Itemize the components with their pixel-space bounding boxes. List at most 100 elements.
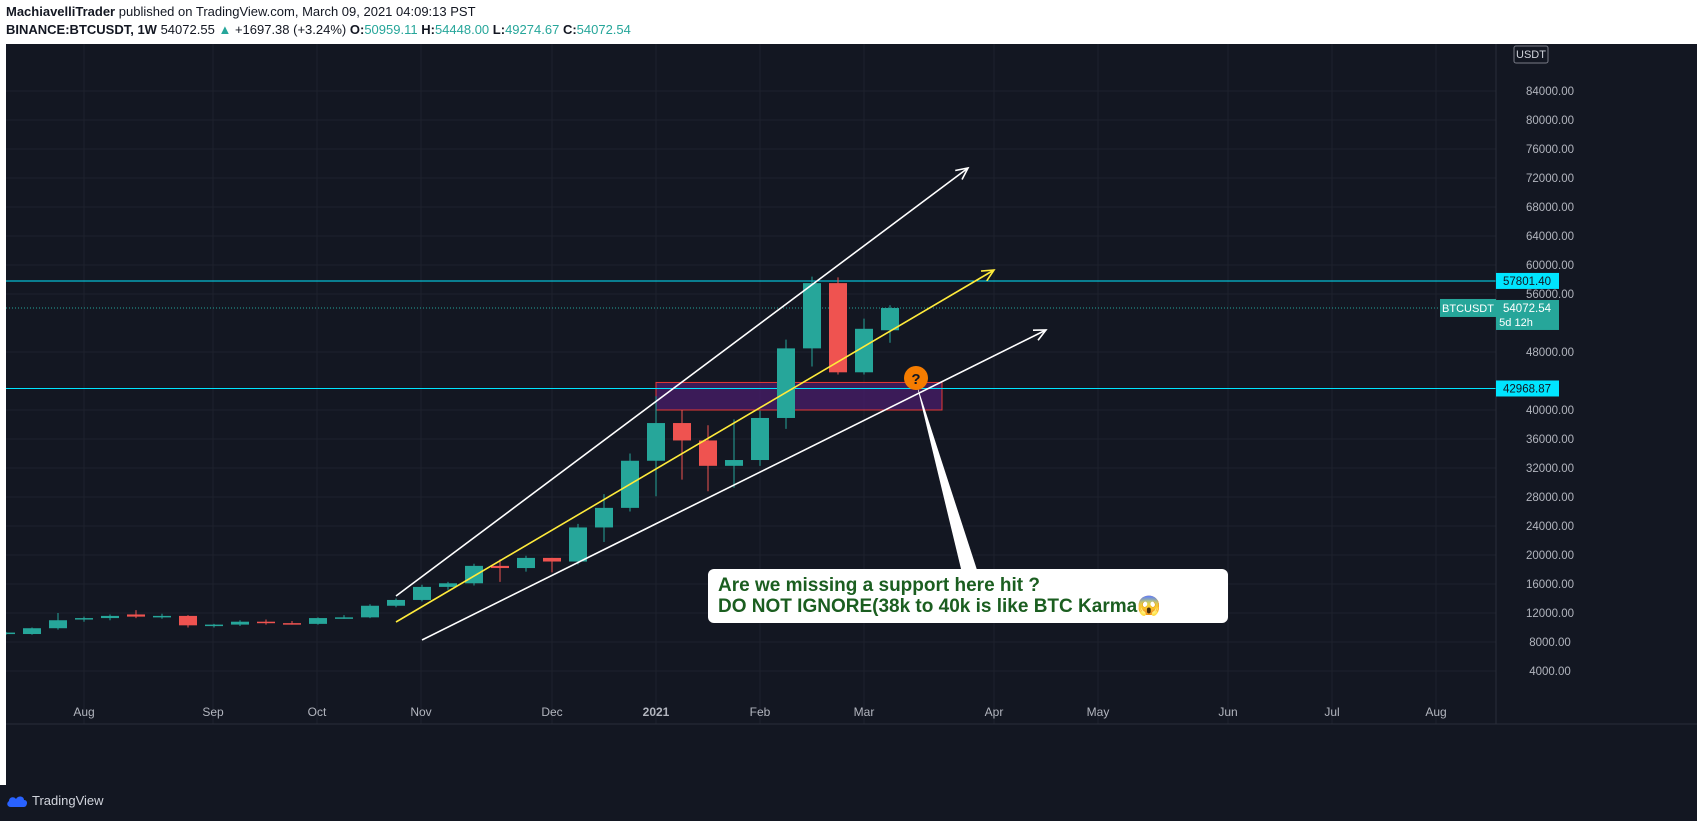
- price-change: +1697.38 (+3.24%): [234, 22, 347, 37]
- callout-box: [708, 569, 1228, 623]
- time-tick-label: Feb: [750, 705, 771, 719]
- price-axis: 84000.00 80000.00 76000.00 72000.00 68000.00…: [1440, 44, 1697, 785]
- lower-channel-line: [421, 329, 1047, 641]
- time-tick-label: Aug: [1425, 705, 1446, 719]
- price-tick-label: 32000.00: [1526, 463, 1574, 475]
- time-tick-label: Sep: [202, 705, 224, 719]
- candle: [413, 584, 431, 602]
- time-tick-label: Oct: [308, 705, 327, 719]
- price-tick-label: 16000.00: [1526, 579, 1574, 591]
- time-tick-label: Nov: [410, 705, 431, 719]
- candle-body: [829, 283, 847, 373]
- price-tick-label: 24000.00: [1526, 521, 1574, 533]
- candle: [829, 277, 847, 375]
- chart-header: MachiavelliTrader published on TradingVi…: [0, 0, 1697, 44]
- candle-body: [127, 614, 145, 617]
- currency-badge: [1513, 45, 1549, 64]
- candle-body: [23, 628, 41, 635]
- candle-body: [179, 615, 197, 626]
- lower-channel-line-head: [1032, 329, 1048, 341]
- trend-lines-layer: [395, 166, 1048, 641]
- candle-body: [777, 348, 795, 418]
- candle: [595, 494, 613, 542]
- close-value: 54072.54: [576, 22, 631, 37]
- candle-body: [101, 615, 119, 619]
- price-axis-bg: [1496, 44, 1697, 785]
- candle-body: [699, 440, 717, 466]
- last-price-badge: [1496, 299, 1559, 330]
- candles-layer: [0, 276, 899, 635]
- callout-layer: Are we missing a support here hit ?DO NO…: [708, 366, 1228, 623]
- candle-body: [309, 618, 327, 624]
- mid-trend-line: [395, 269, 995, 623]
- price-tick-label: 60000.00: [1526, 260, 1574, 272]
- candle-body: [361, 605, 379, 618]
- candle-body: [517, 557, 535, 569]
- time-tick-label: Mar: [854, 705, 875, 719]
- price-level-label: 57801.40: [1503, 276, 1551, 288]
- candle-body: [231, 621, 249, 625]
- candle: [803, 276, 821, 367]
- currency-label: USDT: [1516, 49, 1546, 61]
- candle: [387, 598, 405, 608]
- last-price: 54072.55: [160, 22, 215, 37]
- candle: [0, 631, 15, 635]
- low-label: L:: [492, 22, 506, 37]
- price-tick-label: 20000.00: [1526, 550, 1574, 562]
- candle: [101, 614, 119, 621]
- cloud-icon: [7, 795, 28, 807]
- price-tick-label: 68000.00: [1526, 202, 1574, 214]
- candle-body: [881, 307, 899, 331]
- candle-body: [647, 423, 665, 461]
- candle-body: [387, 599, 405, 606]
- candle: [153, 613, 171, 619]
- price-tick-label: 64000.00: [1526, 231, 1574, 243]
- candle: [621, 453, 639, 512]
- candle: [777, 339, 795, 429]
- support-zone-layer: [655, 381, 943, 411]
- ohlc-line: BINANCE:BTCUSDT, 1W 54072.55 ▲ +1697.38 …: [6, 22, 631, 37]
- up-arrow-icon: ▲: [218, 22, 232, 37]
- candle: [231, 620, 249, 627]
- candle-body: [725, 460, 743, 466]
- price-chart[interactable]: 84000.00 80000.00 76000.00 72000.00 68000.00…: [0, 44, 1697, 785]
- symbol-badge-label: BTCUSDT: [1442, 303, 1494, 315]
- time-tick-label: Aug: [73, 705, 94, 719]
- candle: [699, 425, 717, 492]
- price-tick-label: 12000.00: [1526, 608, 1574, 620]
- question-marker-label: ?: [911, 371, 920, 388]
- candle: [517, 555, 535, 572]
- symbol-label: BINANCE:BTCUSDT, 1W: [6, 22, 157, 37]
- last-price-label: 54072.54: [1503, 303, 1552, 315]
- upper-channel-line: [395, 167, 969, 597]
- candle-body: [335, 617, 353, 619]
- candle: [283, 620, 301, 625]
- price-level-badge: [1496, 380, 1559, 397]
- candle-body: [0, 632, 15, 635]
- time-tick-label: 2021: [643, 705, 670, 719]
- candle: [647, 396, 665, 497]
- candle-body: [75, 618, 93, 620]
- price-tick-label: 40000.00: [1526, 405, 1574, 417]
- candle: [361, 604, 379, 619]
- candle-body: [153, 615, 171, 618]
- price-tick-label: 8000.00: [1529, 637, 1571, 649]
- candle-body: [595, 507, 613, 528]
- symbol-badge: [1440, 298, 1496, 317]
- candle: [465, 563, 483, 586]
- candle-body: [491, 565, 509, 569]
- candle: [569, 523, 587, 565]
- author-name[interactable]: MachiavelliTrader: [6, 4, 116, 19]
- price-tick-label: 56000.00: [1526, 289, 1574, 301]
- time-tick-label: Jul: [1324, 705, 1339, 719]
- candle: [335, 615, 353, 619]
- price-tick-label: 48000.00: [1526, 347, 1574, 359]
- candle: [257, 619, 275, 625]
- tradingview-logo[interactable]: TradingView: [6, 793, 104, 808]
- countdown-label: 5d 12h: [1499, 317, 1533, 329]
- chart-area[interactable]: 84000.00 80000.00 76000.00 72000.00 68000.00…: [0, 44, 1697, 785]
- price-tick-label: 4000.00: [1529, 666, 1571, 678]
- open-label: O:: [349, 22, 365, 37]
- candle-body: [673, 423, 691, 441]
- candle-body: [205, 624, 223, 627]
